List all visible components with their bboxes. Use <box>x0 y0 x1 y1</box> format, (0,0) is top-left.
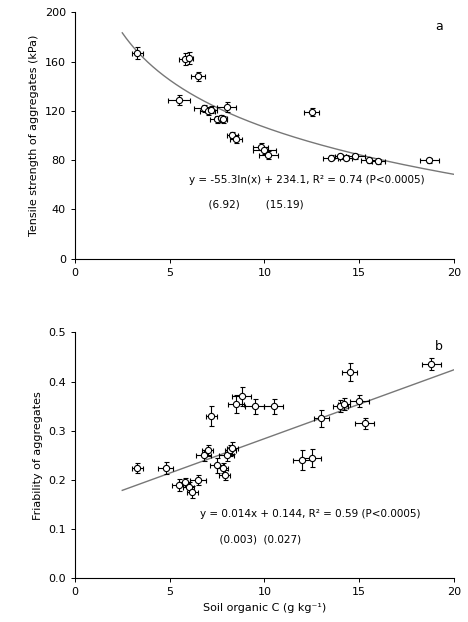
Text: y = -55.3ln(x) + 234.1, R² = 0.74 (P<0.0005): y = -55.3ln(x) + 234.1, R² = 0.74 (P<0.0… <box>189 175 424 185</box>
Text: (0.003)  (0.027): (0.003) (0.027) <box>200 534 301 544</box>
Text: a: a <box>435 20 443 33</box>
Y-axis label: Friability of aggregates: Friability of aggregates <box>33 391 43 520</box>
Text: b: b <box>435 340 443 353</box>
X-axis label: Soil organic C (g kg⁻¹): Soil organic C (g kg⁻¹) <box>203 603 326 613</box>
Text: y = 0.014x + 0.144, R² = 0.59 (P<0.0005): y = 0.014x + 0.144, R² = 0.59 (P<0.0005) <box>200 509 420 519</box>
Text: (6.92)        (15.19): (6.92) (15.19) <box>189 200 303 210</box>
Y-axis label: Tensile strength of aggregates (kPa): Tensile strength of aggregates (kPa) <box>29 35 39 236</box>
